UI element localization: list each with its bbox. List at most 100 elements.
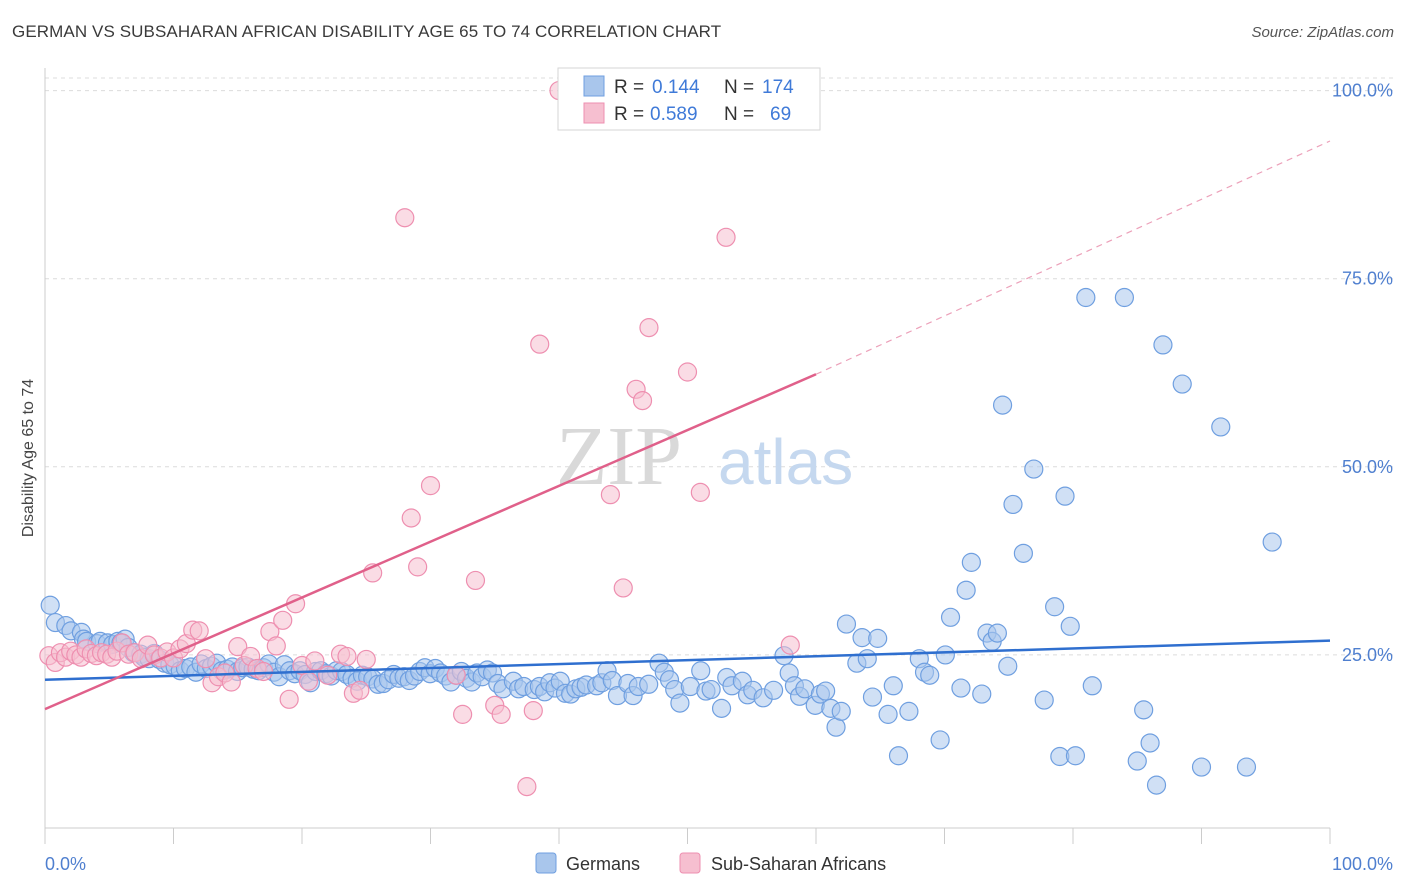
x-tick-label-max: 100.0% xyxy=(1332,854,1393,874)
germans-point xyxy=(836,614,857,634)
watermark-zip: ZIP xyxy=(556,410,682,503)
subsaharan-point xyxy=(350,680,370,700)
legend-r-value-2: 0.589 xyxy=(650,104,698,125)
grid-lines xyxy=(45,77,1395,656)
subsaharan-point xyxy=(356,649,376,670)
y-tick-label: 100.0% xyxy=(1332,81,1393,101)
subsaharan-point xyxy=(523,701,543,721)
subsaharan-point xyxy=(600,485,621,505)
subsaharan-point xyxy=(401,508,421,528)
germans-point xyxy=(670,693,690,713)
subsaharan-point xyxy=(337,646,357,667)
legend-subsaharan-label: Sub-Saharan Africans xyxy=(711,854,886,874)
watermark-atlas: atlas xyxy=(718,426,853,498)
chart-title: GERMAN VS SUBSAHARAN AFRICAN DISABILITY … xyxy=(12,22,722,41)
germans-point xyxy=(1191,757,1212,777)
subsaharan-point xyxy=(780,635,800,655)
germans-point xyxy=(831,701,851,721)
germans-point xyxy=(1146,775,1167,795)
legend-n-label-1: N = xyxy=(724,77,754,98)
germans-point xyxy=(1013,543,1033,563)
subsaharan-point xyxy=(690,482,710,502)
x-tick-labels: 0.0% 100.0% xyxy=(45,854,1393,874)
subsaharan-point xyxy=(408,557,428,577)
y-tick-label: 50.0% xyxy=(1342,457,1393,477)
germans-point xyxy=(1024,459,1044,479)
legend-n-label-2: N = xyxy=(724,104,754,125)
germans-point xyxy=(883,676,903,696)
legend-n-value-1: 174 xyxy=(762,77,794,98)
germans-point xyxy=(868,628,888,648)
germans-point xyxy=(951,678,971,698)
subsaharan-point xyxy=(639,318,659,338)
subsaharan-point xyxy=(298,671,319,691)
subsaharan-point xyxy=(677,362,698,382)
legend-swatch-blue xyxy=(583,75,605,97)
germans-point xyxy=(701,679,721,700)
subsaharan-trend-extension xyxy=(815,140,1331,375)
legend-r-value-1: 0.144 xyxy=(652,77,700,98)
legend-subsaharan-swatch xyxy=(679,852,701,874)
y-tick-label: 25.0% xyxy=(1342,645,1393,665)
subsaharan-point xyxy=(613,578,633,598)
germans-point xyxy=(1236,757,1257,777)
germans-point xyxy=(857,649,877,669)
legend-swatch-pink xyxy=(583,102,605,124)
subsaharan-point xyxy=(305,651,325,671)
germans-point xyxy=(899,701,919,721)
trend-lines xyxy=(44,140,1331,711)
subsaharan-point xyxy=(420,476,441,496)
subsaharan-point xyxy=(395,208,415,228)
germans-point xyxy=(987,623,1007,643)
source-label: Source: ZipAtlas.com xyxy=(1251,24,1394,41)
legend-germans-swatch xyxy=(535,852,557,874)
germans-point xyxy=(1140,733,1160,753)
germans-point xyxy=(711,698,732,718)
germans-point xyxy=(763,680,784,700)
subsaharan-point xyxy=(253,661,274,682)
subsaharan-point xyxy=(453,704,473,724)
subsaharan-point xyxy=(716,227,736,247)
germans-point xyxy=(40,595,60,615)
germans-point xyxy=(1034,690,1054,710)
germans-point xyxy=(1262,532,1282,552)
subsaharan-point xyxy=(632,390,653,411)
germans-point xyxy=(1060,616,1080,636)
germans-point xyxy=(930,730,950,750)
germans-point xyxy=(956,580,976,600)
subsaharan-point xyxy=(465,570,486,591)
germans-point xyxy=(940,607,961,627)
germans-point xyxy=(1055,486,1075,506)
germans-point xyxy=(691,661,711,681)
germans-point xyxy=(639,674,659,694)
germans-point xyxy=(1172,374,1192,394)
subsaharan-point xyxy=(221,672,241,692)
subsaharan-point xyxy=(228,637,248,657)
germans-point xyxy=(1065,746,1086,766)
subsaharan-point xyxy=(279,689,299,709)
legend-germans-label: Germans xyxy=(566,854,640,874)
germans-point xyxy=(920,665,940,685)
series-germans-points xyxy=(40,287,1282,795)
germans-point xyxy=(998,656,1018,676)
subsaharan-point xyxy=(189,621,209,641)
germans-point xyxy=(1153,335,1173,355)
germans-point xyxy=(935,645,955,665)
germans-point xyxy=(1045,597,1065,617)
y-axis-label: Disability Age 65 to 74 xyxy=(20,379,37,537)
subsaharan-trend-line xyxy=(44,373,817,711)
germans-point xyxy=(1003,494,1023,515)
germans-point xyxy=(972,684,992,704)
germans-point xyxy=(862,687,883,707)
germans-point xyxy=(1082,676,1102,696)
germans-point xyxy=(1134,700,1154,720)
x-tick-label-min: 0.0% xyxy=(45,854,86,874)
y-tick-labels: 25.0% 50.0% 75.0% 100.0% xyxy=(1332,81,1393,665)
germans-point xyxy=(1127,751,1147,771)
subsaharan-point xyxy=(273,610,293,630)
subsaharan-point xyxy=(196,649,216,669)
germans-point xyxy=(816,681,836,701)
subsaharan-point xyxy=(446,665,466,685)
subsaharan-point xyxy=(491,704,511,724)
